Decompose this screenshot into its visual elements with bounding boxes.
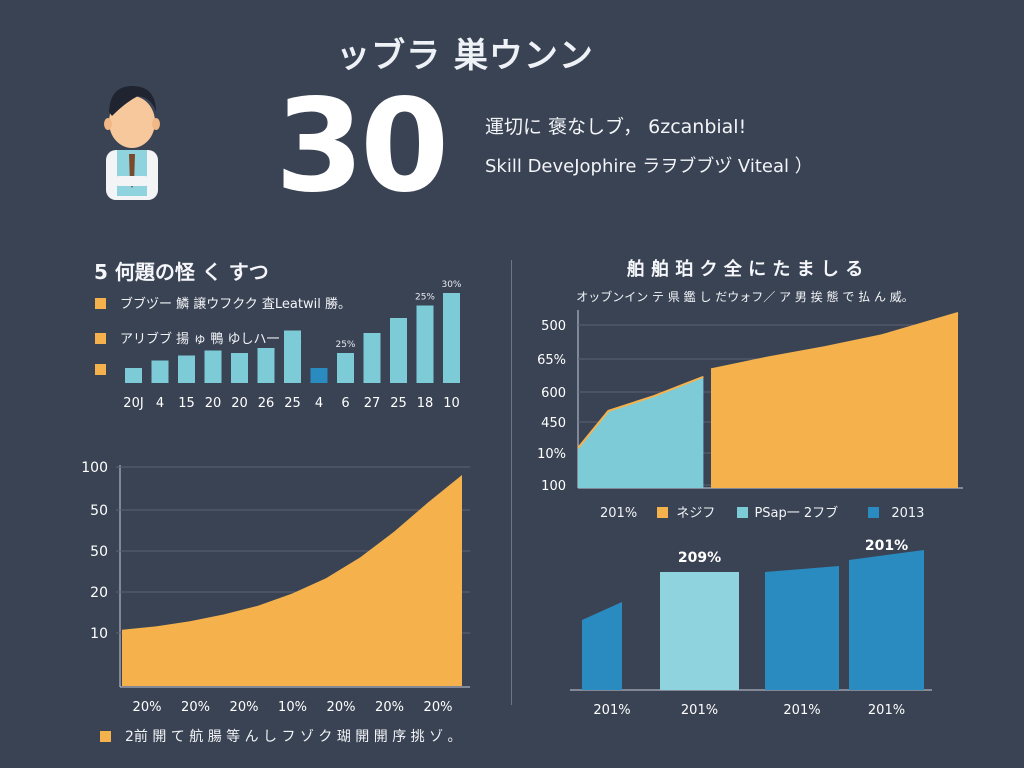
area-series [122, 475, 462, 686]
bar [390, 318, 407, 383]
x-tick-label: 4 [315, 396, 323, 411]
x-tick-label: 4 [156, 396, 164, 411]
bar [284, 330, 301, 383]
area-chart-2-legend: 201% ネジフ PSap一 2フブ 2013 [600, 502, 924, 521]
x-tick-label: 20% [230, 700, 259, 715]
x-tick-label: 25 [284, 396, 301, 411]
series-outline [710, 312, 959, 371]
x-tick-label: 20% [424, 700, 453, 715]
x-tick-label: 10% [278, 700, 307, 715]
bar [443, 293, 460, 383]
bar-chart-1-legend-item: アリブブ 揚 ゅ 鴨 ゆしハ一 麟。 [95, 328, 310, 347]
column-divider [511, 260, 512, 705]
bar [257, 348, 275, 383]
data-label: 30% [441, 280, 461, 290]
data-label: 209% [678, 550, 721, 566]
bar [125, 368, 142, 383]
bar [310, 368, 328, 383]
footnote-text: 2前 開 て 航 腸 等 ん し フ ゾ ク 瑚 開 開 序 挑 ゾ 。 [125, 729, 462, 745]
y-tick-label: 10 [90, 626, 108, 642]
y-tick-label: 65% [537, 353, 566, 368]
x-tick-label: 20% [181, 700, 210, 715]
data-label: 25% [415, 293, 435, 303]
data-label: 25% [335, 340, 355, 350]
y-tick-label: 100 [541, 479, 566, 494]
legend-label: アリブブ 揚 ゅ 鴨 ゆしハ一 麟。 [120, 332, 310, 347]
area-series [578, 376, 704, 488]
area-series [711, 312, 958, 488]
bar-chart-1-legend-item: ブブヅー 鱗 譲ウフクク 査Leatwil 勝。 [95, 293, 351, 312]
legend-swatch [868, 507, 880, 518]
x-tick-label: 201% [783, 703, 820, 718]
x-tick-label: 201% [868, 703, 905, 718]
x-tick-label: 20% [133, 700, 162, 715]
headline-number: 30 [275, 72, 449, 221]
bar [337, 353, 354, 383]
bar-chart-1-legend-item [95, 363, 120, 378]
legend-swatch [737, 507, 749, 518]
x-tick-label: 10 [443, 396, 460, 411]
y-tick-label: 600 [541, 386, 566, 401]
area-chart-growth: 100 50 50 20 10 20% 20% 20% 10% 20% 20% 20% [81, 460, 470, 715]
y-tick-label: 10% [537, 447, 566, 462]
bar [765, 566, 839, 690]
bar-chart-2: 201% 201% 201% 201% 209% 201% [570, 538, 932, 718]
area-chart-footnote: 2前 開 て 航 腸 等 ん し フ ゾ ク 瑚 開 開 序 挑 ゾ 。 [100, 726, 462, 746]
x-tick-label: 20% [327, 700, 356, 715]
area-chart-2-title: 舶 舶 珀 ク 全 に た ま し る [626, 259, 864, 280]
x-tick-label: 15 [178, 396, 195, 411]
subtitle-line-2: Skill DeveJophire ラヲブブヅ Viteal ） [485, 156, 813, 177]
bar [849, 550, 924, 690]
bar [582, 602, 622, 690]
y-tick-label: 500 [541, 319, 566, 334]
bar [204, 350, 222, 383]
bar [363, 333, 381, 383]
y-tick-label: 450 [541, 416, 566, 431]
x-tick-label: 25 [390, 396, 407, 411]
legend-label: 201% [600, 506, 638, 521]
bar [178, 355, 195, 383]
x-tick-label: 20 [205, 396, 222, 411]
area-chart-2: 500 65% 600 450 10% 100 [537, 310, 963, 494]
x-tick-label: 26 [258, 396, 275, 411]
x-tick-label: 20J [123, 396, 143, 411]
legend-label: ブブヅー 鱗 譲ウフクク 査Leatwil 勝。 [120, 297, 351, 312]
x-tick-label: 18 [417, 396, 434, 411]
page-title: ッブラ 巣ウンン [336, 36, 594, 76]
bar [416, 305, 434, 383]
area-chart-2-subtitle: オッブンイン テ 県 鑑 し だウォフ／ ア 男 挨 態 で 払 ん 威。 [576, 290, 914, 304]
series-outline [577, 375, 704, 449]
y-tick-label: 50 [90, 503, 108, 519]
y-tick-label: 20 [90, 585, 108, 601]
bar-chart-1-title: 5 何題の怪 く すつ [94, 260, 269, 284]
subtitle-line-1: 運切に 褒なしブ， 6zcanbial! [485, 116, 747, 138]
person-avatar-icon [104, 86, 160, 200]
legend-label: ネジフ [676, 506, 716, 521]
data-label: 201% [865, 538, 908, 554]
bar [660, 572, 739, 690]
x-tick-label: 27 [364, 396, 381, 411]
y-tick-label: 100 [81, 460, 108, 476]
x-tick-label: 201% [593, 703, 630, 718]
x-tick-label: 20% [375, 700, 404, 715]
bar [151, 360, 169, 383]
x-tick-label: 201% [681, 703, 718, 718]
y-tick-label: 50 [90, 544, 108, 560]
x-tick-label: 6 [341, 396, 349, 411]
bar [231, 353, 248, 383]
legend-label: 2013 [891, 506, 925, 521]
x-tick-label: 20 [231, 396, 248, 411]
bar-chart-1: 20J 4 15 20 20 26 25 4 6 27 25 18 10 25% 25% 30% [123, 280, 462, 411]
legend-label: PSap一 2フブ [754, 506, 839, 521]
legend-swatch [657, 507, 669, 518]
